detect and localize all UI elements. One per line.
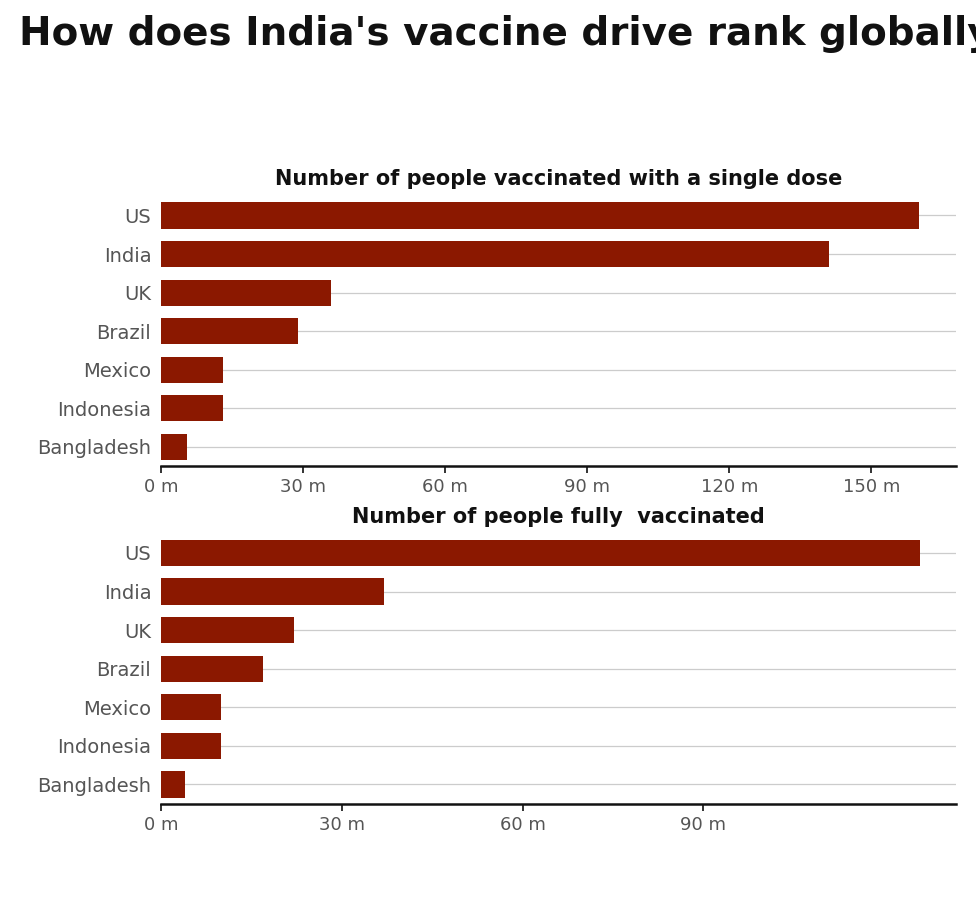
Bar — [161, 617, 294, 644]
Bar — [161, 280, 332, 306]
Text: How does India's vaccine drive rank globally?: How does India's vaccine drive rank glob… — [20, 14, 976, 52]
Bar — [161, 356, 223, 382]
Bar — [161, 318, 299, 345]
Bar — [161, 202, 918, 229]
Bar — [161, 579, 384, 605]
Text: Source: OWID, data to 13 May: Source: OWID, data to 13 May — [15, 860, 265, 878]
Bar — [161, 434, 187, 460]
Text: BBC: BBC — [901, 860, 952, 880]
Title: Number of people vaccinated with a single dose: Number of people vaccinated with a singl… — [275, 169, 842, 189]
Bar — [161, 241, 829, 267]
Bar — [161, 694, 222, 720]
Bar — [161, 395, 223, 421]
Title: Number of people fully  vaccinated: Number of people fully vaccinated — [352, 507, 765, 526]
Bar — [161, 733, 222, 759]
Bar — [161, 540, 920, 566]
Bar — [161, 655, 264, 682]
Bar — [161, 771, 185, 797]
